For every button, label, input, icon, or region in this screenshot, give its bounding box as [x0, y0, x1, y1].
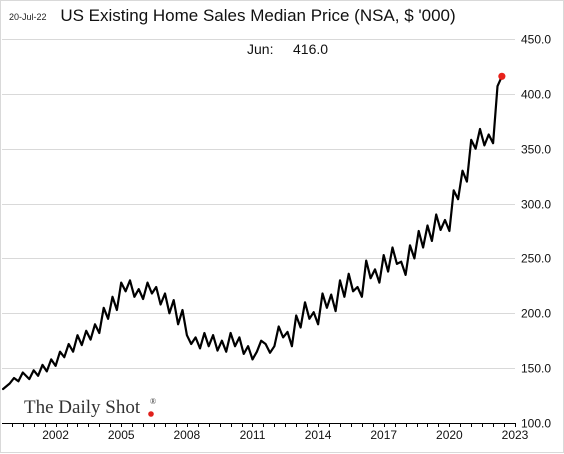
y-tick-label: 150.0 [521, 362, 551, 376]
date-stamp: 20-Jul-22 [9, 12, 47, 22]
y-tick-label: 350.0 [521, 143, 551, 157]
x-tick-label: 2005 [108, 428, 135, 442]
y-tick-label: 400.0 [521, 88, 551, 102]
series-layer [2, 72, 506, 391]
x-tick-label: 2008 [174, 428, 201, 442]
brand-registered-mark: ® [150, 397, 156, 406]
last-point-marker [498, 72, 506, 80]
chart-title: US Existing Home Sales Median Price (NSA… [60, 6, 455, 25]
series-line [2, 75, 503, 391]
x-tick-label: 2002 [42, 428, 69, 442]
y-tick-label: 200.0 [521, 307, 551, 321]
last-value-number: 416.0 [293, 41, 328, 57]
y-tick-label: 300.0 [521, 198, 551, 212]
brand-name: The Daily Shot [24, 397, 141, 418]
brand-logo: The Daily Shot ® [24, 397, 156, 418]
y-tick-label: 250.0 [521, 252, 551, 266]
x-tick-label: 2014 [305, 428, 332, 442]
x-tick-label: 2011 [240, 428, 266, 442]
y-tick-label: 100.0 [521, 417, 551, 431]
gridlines [2, 39, 515, 369]
brand-red-dot [148, 411, 154, 417]
last-value-label: Jun: [247, 41, 273, 57]
y-tick-label: 450.0 [521, 33, 551, 47]
x-tick-label: 2023 [502, 428, 529, 442]
x-tick-label: 2020 [436, 428, 463, 442]
x-tick-label: 2017 [370, 428, 397, 442]
axes: 100.0 150.0 200.0 250.0 300.0 350.0 400.0 450.0… [2, 33, 551, 442]
